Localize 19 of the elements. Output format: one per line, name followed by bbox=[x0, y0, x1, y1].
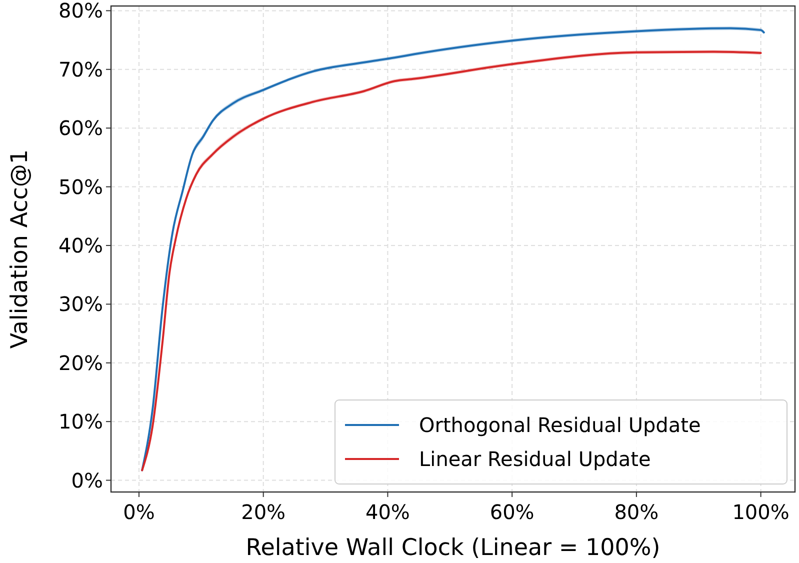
x-axis-title: Relative Wall Clock (Linear = 100%) bbox=[246, 535, 660, 561]
y-tick-label: 10% bbox=[58, 410, 103, 434]
y-tick-label: 70% bbox=[58, 57, 103, 82]
legend-label: Orthogonal Residual Update bbox=[419, 413, 701, 437]
y-axis-title: Validation Acc@1 bbox=[7, 149, 33, 349]
y-tick-label: 40% bbox=[58, 233, 103, 258]
y-tick-label: 20% bbox=[58, 350, 103, 375]
y-tick-label: 50% bbox=[58, 174, 103, 199]
y-tick-label: 60% bbox=[58, 116, 103, 140]
y-tick-label: 30% bbox=[58, 292, 103, 316]
x-tick-label: 100% bbox=[732, 500, 790, 524]
x-tick-label: 80% bbox=[614, 500, 659, 524]
x-tick-label: 20% bbox=[241, 500, 286, 524]
y-tick-label: 80% bbox=[58, 0, 103, 23]
y-tick-label: 0% bbox=[71, 468, 103, 492]
legend-label: Linear Residual Update bbox=[419, 447, 651, 471]
x-tick-label: 60% bbox=[490, 500, 534, 524]
x-tick-label: 0% bbox=[123, 500, 155, 524]
x-tick-label: 40% bbox=[365, 500, 410, 524]
